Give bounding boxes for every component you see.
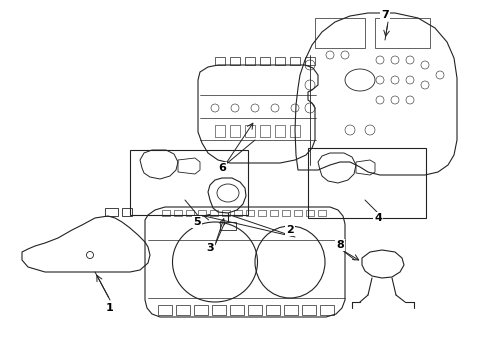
- Bar: [230, 125, 240, 137]
- Bar: [162, 210, 170, 216]
- Bar: [302, 305, 316, 315]
- Text: 1: 1: [106, 303, 114, 313]
- Bar: [260, 125, 270, 137]
- Bar: [176, 305, 190, 315]
- Bar: [282, 210, 290, 216]
- Bar: [246, 210, 254, 216]
- Text: 8: 8: [336, 240, 344, 250]
- Bar: [375, 18, 430, 48]
- Text: 3: 3: [206, 243, 214, 253]
- Bar: [130, 150, 248, 215]
- Bar: [318, 210, 326, 216]
- Bar: [294, 210, 302, 216]
- Bar: [234, 210, 242, 216]
- Bar: [215, 125, 225, 137]
- Bar: [230, 305, 244, 315]
- Bar: [308, 148, 426, 218]
- Bar: [270, 210, 278, 216]
- Bar: [158, 305, 172, 315]
- Bar: [290, 125, 300, 137]
- Bar: [275, 125, 285, 137]
- Bar: [315, 18, 365, 48]
- Bar: [174, 210, 182, 216]
- Text: 7: 7: [381, 10, 389, 20]
- Bar: [215, 57, 225, 65]
- Bar: [305, 57, 315, 65]
- Bar: [260, 57, 270, 65]
- Bar: [212, 305, 226, 315]
- Bar: [210, 210, 218, 216]
- Bar: [306, 210, 314, 216]
- Bar: [222, 210, 230, 216]
- Bar: [194, 305, 208, 315]
- Bar: [320, 305, 334, 315]
- Bar: [248, 305, 262, 315]
- Text: 5: 5: [193, 217, 201, 227]
- Bar: [258, 210, 266, 216]
- Bar: [245, 57, 255, 65]
- Bar: [186, 210, 194, 216]
- Text: 2: 2: [286, 225, 294, 235]
- Bar: [220, 222, 236, 230]
- Bar: [290, 57, 300, 65]
- Bar: [198, 210, 206, 216]
- Text: 4: 4: [374, 213, 382, 223]
- Text: 6: 6: [218, 163, 226, 173]
- Bar: [230, 57, 240, 65]
- Bar: [266, 305, 280, 315]
- Bar: [284, 305, 298, 315]
- Bar: [245, 125, 255, 137]
- Bar: [275, 57, 285, 65]
